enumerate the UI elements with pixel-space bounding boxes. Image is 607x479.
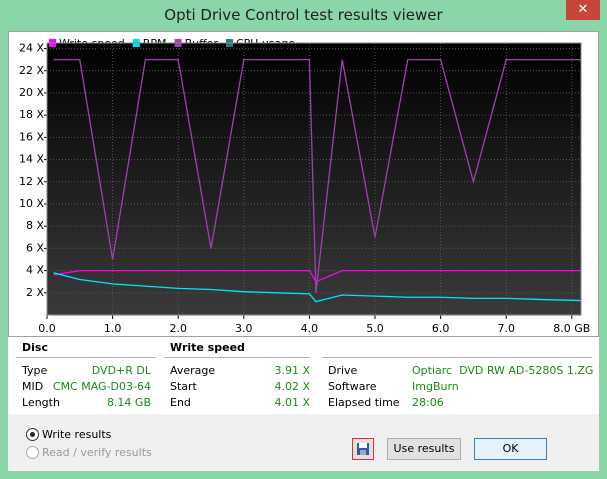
section-heading: Write speed bbox=[170, 341, 245, 354]
y-tick-label: 4 X bbox=[26, 264, 44, 277]
field-value: 8.14 GB bbox=[106, 396, 151, 409]
field-label: Average bbox=[170, 364, 216, 377]
y-tick-label: 16 X bbox=[19, 130, 44, 143]
x-tick-label: 7.0 bbox=[497, 322, 515, 335]
field-value: 3.91 X bbox=[274, 364, 310, 377]
y-tick-label: 14 X bbox=[19, 153, 44, 166]
y-tick-label: 6 X bbox=[26, 241, 44, 254]
separator bbox=[16, 357, 156, 358]
y-tick-label: 20 X bbox=[19, 86, 44, 99]
field-label: Elapsed time bbox=[328, 396, 400, 409]
x-tick-label: 4.0 bbox=[301, 322, 319, 335]
field-label: Drive bbox=[328, 364, 358, 377]
y-tick-label: 22 X bbox=[19, 64, 44, 77]
field-value: Optiarc DVD RW AD-5280S 1.ZG bbox=[412, 364, 594, 377]
x-tick-label: 8.0 GB bbox=[553, 322, 590, 335]
series-line bbox=[53, 269, 581, 283]
field-label: Software bbox=[328, 380, 377, 393]
x-tick-label: 2.0 bbox=[169, 322, 187, 335]
separator bbox=[164, 357, 310, 358]
ok-button[interactable]: OK bbox=[474, 438, 547, 460]
radio-read[interactable] bbox=[26, 446, 39, 459]
y-tick-label: 18 X bbox=[19, 108, 44, 121]
field-label: Start bbox=[170, 380, 197, 393]
field-value: 4.01 X bbox=[274, 396, 310, 409]
y-tick-label: 12 X bbox=[19, 175, 44, 188]
use-results-button[interactable]: Use results bbox=[387, 438, 461, 460]
y-tick-label: 2 X bbox=[26, 286, 44, 299]
series-line bbox=[53, 272, 582, 303]
y-tick-label: 8 X bbox=[26, 219, 44, 232]
field-label: Length bbox=[22, 396, 60, 409]
plot-border bbox=[46, 42, 582, 316]
field-value: 4.02 X bbox=[274, 380, 310, 393]
section-heading: Disc bbox=[22, 341, 48, 354]
save-icon bbox=[357, 443, 369, 455]
save-button[interactable] bbox=[352, 438, 374, 460]
radio-label: Read / verify results bbox=[42, 446, 152, 459]
x-tick-label: 0.0 bbox=[38, 322, 56, 335]
x-tick-label: 1.0 bbox=[104, 322, 122, 335]
field-label: MID bbox=[22, 380, 44, 393]
y-tick-label: 24 X bbox=[19, 42, 44, 55]
field-label: Type bbox=[22, 364, 48, 377]
plot-area bbox=[47, 43, 581, 315]
field-value: DVD+R DL bbox=[91, 364, 151, 377]
x-tick-label: 5.0 bbox=[366, 322, 384, 335]
series-line bbox=[53, 59, 581, 293]
window-title: Opti Drive Control test results viewer bbox=[164, 6, 443, 24]
chart: 2 X 4 X 6 X 8 X 10 X 12 X 14 X 16 X 18 X 20 X 22 X… bbox=[8, 31, 599, 337]
field-label: End bbox=[170, 396, 191, 409]
field-value: CMC MAG-D03-64 bbox=[52, 380, 151, 393]
y-tick-label: 10 X bbox=[19, 197, 44, 210]
separator bbox=[322, 357, 592, 358]
radio-label: Write results bbox=[42, 428, 112, 441]
x-tick-label: 3.0 bbox=[235, 322, 253, 335]
x-tick-label: 6.0 bbox=[432, 322, 450, 335]
radio-write[interactable] bbox=[26, 428, 39, 441]
close-button[interactable]: ✕ bbox=[566, 0, 600, 20]
field-value: ImgBurn bbox=[412, 380, 459, 393]
field-value: 28:06 bbox=[412, 396, 444, 409]
